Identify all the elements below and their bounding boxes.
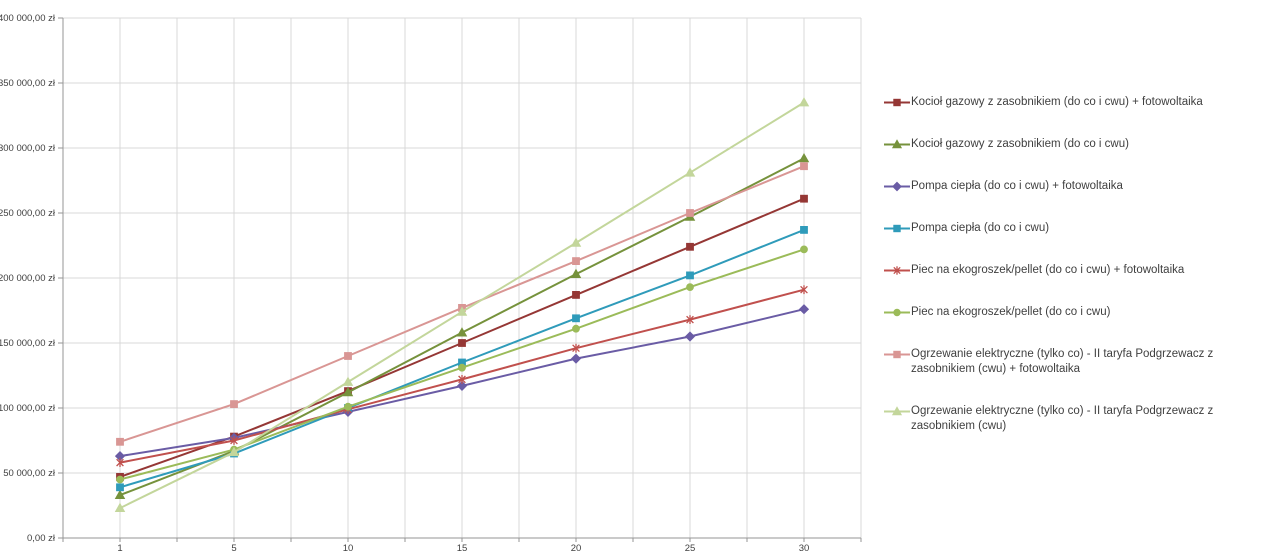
diamond-marker xyxy=(798,304,810,315)
circle-marker xyxy=(458,363,466,372)
x-axis-label: 25 xyxy=(685,543,696,554)
y-axis-label: 200 000,00 zł xyxy=(0,273,56,284)
x-axis-label: 5 xyxy=(231,543,236,554)
triangle-marker xyxy=(798,97,810,107)
legend-key-square-icon xyxy=(884,224,910,233)
legend-item-1: Kocioł gazowy z zasobnikiem (do co i cwu… xyxy=(884,137,1278,152)
square-marker xyxy=(686,242,694,251)
triangle-marker xyxy=(570,268,582,278)
circle-marker xyxy=(893,308,901,317)
square-marker xyxy=(686,209,694,217)
triangle-marker xyxy=(891,139,903,149)
chart-legend: Kocioł gazowy z zasobnikiem (do co i cwu… xyxy=(884,95,1278,434)
triangle-marker xyxy=(228,446,240,457)
triangle-marker xyxy=(114,502,126,512)
diamond-marker xyxy=(570,353,582,364)
square-marker xyxy=(893,350,901,359)
legend-key-circle-icon xyxy=(884,308,910,317)
circle-marker xyxy=(572,324,580,333)
asterisk-marker xyxy=(458,375,466,384)
cost-projection-chart: 0,00 zł 50 000,00 zł 100 000,00 zł 150 000,… xyxy=(0,13,862,554)
legend-item-6: Ogrzewanie elektryczne (tylko co) - II t… xyxy=(884,347,1278,377)
legend-label: Kocioł gazowy z zasobnikiem (do co i cwu… xyxy=(911,138,1129,150)
series-4 xyxy=(116,285,808,467)
circle-marker xyxy=(344,402,352,411)
square-marker xyxy=(230,400,238,409)
square-marker xyxy=(116,437,124,446)
x-axis-label: 15 xyxy=(457,543,468,554)
legend-key-triangle-icon xyxy=(884,139,910,149)
x-axis-labels: 1 5 10 15 20 25 30 xyxy=(117,543,809,554)
legend-key-triangle-icon xyxy=(884,406,910,416)
square-marker xyxy=(800,226,808,234)
y-axis-label: 250 000,00 zł xyxy=(0,208,56,219)
asterisk-marker xyxy=(686,315,694,324)
square-marker xyxy=(800,162,808,171)
square-marker xyxy=(572,257,580,266)
diamond-marker xyxy=(892,181,902,192)
triangle-marker xyxy=(342,386,354,397)
y-axis-label: 100 000,00 zł xyxy=(0,403,56,414)
legend-label: Piec na ekogroszek/pellet (do co i cwu) xyxy=(911,306,1111,318)
triangle-marker xyxy=(798,152,810,163)
triangle-marker xyxy=(342,376,354,386)
triangle-marker xyxy=(456,327,468,337)
circle-marker xyxy=(686,283,694,292)
legend-label: Kocioł gazowy z zasobnikiem (do co i cwu… xyxy=(911,96,1203,108)
legend-label: Pompa ciepła (do co i cwu) + fotowoltaik… xyxy=(911,180,1123,192)
legend-item-7: Ogrzewanie elektryczne (tylko co) - II t… xyxy=(884,404,1278,434)
circle-marker xyxy=(116,475,124,484)
triangle-marker xyxy=(456,306,468,316)
legend-item-3: Pompa ciepła (do co i cwu) xyxy=(884,221,1278,236)
legend-key-diamond-icon xyxy=(884,181,910,192)
triangle-marker xyxy=(891,406,903,416)
legend-item-4: Piec na ekogroszek/pellet (do co i cwu) … xyxy=(884,263,1278,278)
asterisk-marker xyxy=(230,436,238,445)
square-marker xyxy=(344,352,352,360)
x-axis-label: 20 xyxy=(571,543,582,554)
triangle-marker xyxy=(684,167,696,177)
legend-label: Ogrzewanie elektryczne (tylko co) - II t… xyxy=(911,405,1214,432)
square-marker xyxy=(572,314,580,323)
legend-label: Pompa ciepła (do co i cwu) xyxy=(911,222,1050,234)
legend-item-2: Pompa ciepła (do co i cwu) + fotowoltaik… xyxy=(884,179,1278,194)
asterisk-marker xyxy=(116,458,124,467)
diamond-marker xyxy=(456,380,468,392)
asterisk-marker xyxy=(893,266,901,275)
square-marker xyxy=(116,483,124,492)
diamond-marker xyxy=(684,331,696,342)
legend-item-5: Piec na ekogroszek/pellet (do co i cwu) xyxy=(884,305,1278,320)
y-axis-label: 50 000,00 zł xyxy=(3,468,56,479)
triangle-marker xyxy=(114,489,126,499)
square-marker xyxy=(893,98,901,107)
triangle-marker xyxy=(570,237,582,247)
x-axis-label: 10 xyxy=(343,543,354,554)
square-marker xyxy=(686,271,694,280)
square-marker xyxy=(893,224,901,233)
gridlines xyxy=(62,17,862,539)
legend-key-square-icon xyxy=(884,98,910,107)
y-axis-label: 0,00 zł xyxy=(27,533,56,544)
square-marker xyxy=(458,339,466,347)
series-7 xyxy=(114,97,810,512)
asterisk-marker xyxy=(572,343,580,353)
y-axis-label: 400 000,00 zł xyxy=(0,13,56,24)
circle-marker xyxy=(800,245,808,254)
legend-key-square-icon xyxy=(884,350,910,359)
axes xyxy=(58,17,862,542)
y-axis-labels: 0,00 zł 50 000,00 zł 100 000,00 zł 150 000,… xyxy=(0,13,56,544)
legend-item-0: Kocioł gazowy z zasobnikiem (do co i cwu… xyxy=(884,95,1278,110)
legend-label: Ogrzewanie elektryczne (tylko co) - II t… xyxy=(911,348,1214,375)
y-axis-label: 300 000,00 zł xyxy=(0,143,56,154)
legend-label: Piec na ekogroszek/pellet (do co i cwu) … xyxy=(911,264,1185,276)
y-axis-label: 150 000,00 zł xyxy=(0,338,56,349)
asterisk-marker xyxy=(800,285,808,295)
x-axis-label: 1 xyxy=(117,543,122,554)
legend-key-asterisk-icon xyxy=(884,266,910,275)
x-axis-label: 30 xyxy=(799,543,810,554)
square-marker xyxy=(572,291,580,299)
y-axis-label: 350 000,00 zł xyxy=(0,78,56,89)
square-marker xyxy=(800,194,808,203)
